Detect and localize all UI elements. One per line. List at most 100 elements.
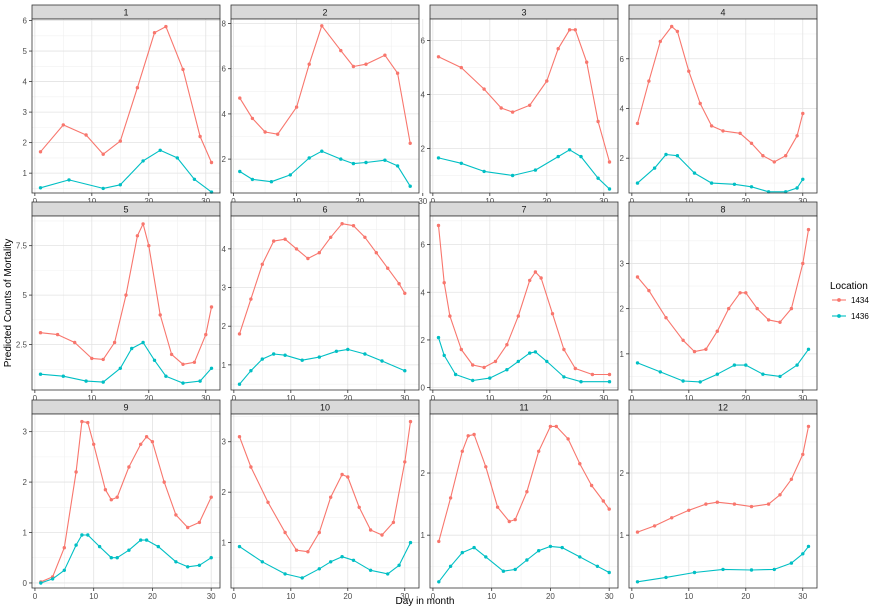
- series-point-1436: [692, 570, 697, 575]
- series-point-1434: [806, 227, 811, 232]
- series-line-1436: [40, 341, 212, 384]
- facet-strip-label: 1: [123, 8, 128, 18]
- y-tick-label: 1: [222, 539, 227, 548]
- x-tick-label: 10: [87, 197, 96, 206]
- series-point-1434: [109, 498, 114, 502]
- series-point-1436: [533, 350, 538, 354]
- x-tick-label: 0: [33, 394, 38, 403]
- x-tick-label: 30: [798, 592, 807, 601]
- series-point-1434: [357, 505, 361, 509]
- legend-key-point-1436: [837, 314, 841, 318]
- y-tick-label: 6: [620, 55, 625, 64]
- series-point-1434: [472, 432, 476, 437]
- series-point-1434: [749, 141, 754, 145]
- series-point-1434: [86, 420, 90, 425]
- x-tick-label: 30: [418, 197, 427, 206]
- series-point-1436: [84, 379, 88, 383]
- y-tick-label: 6: [23, 17, 28, 26]
- series-point-1436: [562, 375, 566, 379]
- series-point-1436: [749, 568, 754, 572]
- series-point-1434: [528, 103, 532, 108]
- series-point-1436: [698, 380, 702, 384]
- y-tick-label: 2: [421, 336, 426, 345]
- y-tick-label: 3: [222, 438, 227, 447]
- series-point-1436: [209, 556, 213, 560]
- facet-strip-label: 12: [718, 403, 728, 413]
- series-point-1434: [738, 291, 742, 295]
- series-point-1434: [181, 67, 185, 72]
- x-tick-label: 10: [292, 197, 301, 206]
- facet-strip-label: 2: [322, 8, 327, 18]
- y-tick-label: 2: [421, 144, 426, 153]
- series-point-1434: [607, 372, 612, 377]
- series-point-1434: [150, 440, 155, 444]
- series-point-1436: [363, 352, 367, 356]
- series-point-1436: [109, 556, 114, 560]
- series-point-1436: [158, 148, 162, 152]
- facet-strip-label: 9: [123, 403, 128, 413]
- y-tick-label: 2: [620, 305, 625, 314]
- series-point-1434: [533, 270, 538, 274]
- series-point-1436: [86, 533, 90, 537]
- x-tick-label: 0: [630, 394, 635, 403]
- series-point-1436: [237, 382, 242, 386]
- series-point-1434: [589, 483, 594, 488]
- x-tick-label: 30: [798, 394, 807, 403]
- series-point-1436: [545, 359, 549, 364]
- series-point-1436: [118, 183, 123, 187]
- series-point-1434: [789, 306, 794, 311]
- series-point-1436: [408, 184, 412, 188]
- x-tick-label: 20: [546, 592, 555, 601]
- series-point-1434: [448, 314, 452, 318]
- series-point-1434: [249, 465, 253, 469]
- series-point-1434: [174, 513, 178, 517]
- series-point-1434: [403, 291, 407, 295]
- series-point-1434: [84, 133, 88, 137]
- series-point-1434: [294, 548, 299, 552]
- series-point-1436: [317, 355, 321, 359]
- y-tick-label: 6: [222, 65, 227, 74]
- series-point-1434: [761, 154, 765, 158]
- y-tick-label: 2: [23, 478, 28, 487]
- series-point-1434: [147, 244, 151, 248]
- series-point-1434: [186, 525, 190, 530]
- series-point-1434: [795, 134, 799, 138]
- series-point-1434: [340, 472, 344, 477]
- series-point-1434: [548, 424, 553, 429]
- facet-strip-label: 3: [521, 8, 526, 18]
- series-point-1434: [135, 234, 140, 238]
- series-point-1436: [269, 180, 274, 184]
- facet-strip-label: 8: [720, 205, 725, 215]
- y-tick-label: 4: [421, 91, 426, 100]
- y-tick-label: 5: [23, 47, 28, 56]
- series-point-1434: [607, 160, 612, 164]
- y-tick-label: 2: [222, 322, 227, 331]
- series-point-1436: [115, 556, 119, 560]
- series-point-1436: [664, 152, 668, 157]
- legend-label-1434: 1434: [851, 296, 869, 305]
- series-point-1434: [801, 261, 805, 266]
- series-point-1436: [548, 544, 553, 549]
- series-point-1434: [90, 356, 94, 361]
- y-tick-label: 5: [23, 291, 28, 300]
- series-point-1436: [272, 352, 276, 356]
- series-point-1434: [124, 293, 128, 297]
- series-point-1436: [181, 381, 185, 385]
- series-point-1434: [566, 437, 570, 441]
- y-tick-label: 0: [23, 579, 28, 588]
- series-point-1434: [139, 442, 143, 446]
- series-point-1434: [647, 79, 651, 83]
- x-tick-label: 20: [741, 394, 750, 403]
- panel-border: [230, 413, 420, 589]
- series-point-1436: [472, 545, 476, 550]
- series-point-1436: [101, 380, 105, 384]
- series-point-1434: [772, 160, 776, 164]
- x-tick-label: 30: [201, 197, 210, 206]
- series-point-1436: [397, 563, 401, 567]
- series-point-1434: [115, 495, 119, 499]
- series-point-1436: [395, 164, 400, 168]
- series-point-1434: [209, 305, 214, 309]
- x-tick-label: 10: [485, 394, 494, 403]
- series-point-1434: [537, 449, 541, 453]
